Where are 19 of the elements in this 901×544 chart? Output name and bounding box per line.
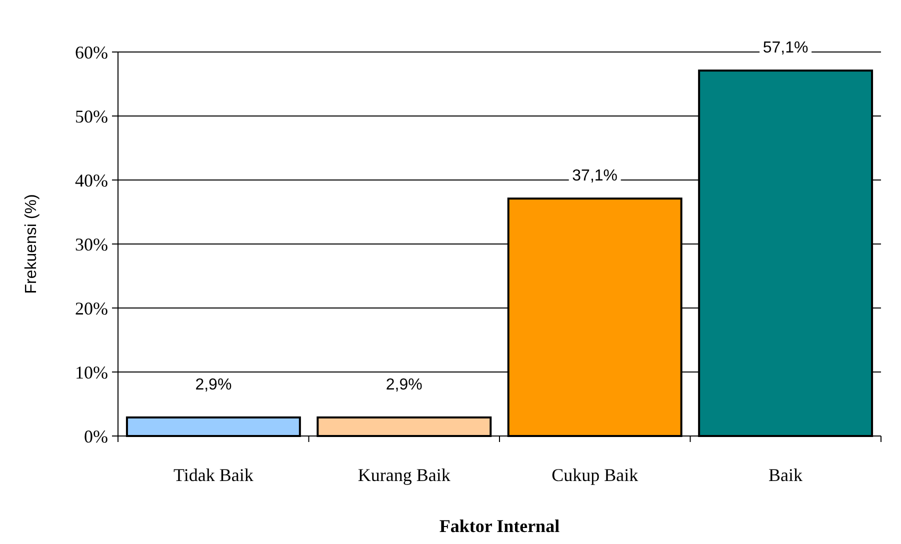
data-label: 37,1% (572, 168, 618, 185)
bar (126, 416, 301, 437)
x-tick-label: Baik (768, 465, 803, 485)
y-tick-label: 20% (75, 298, 108, 318)
x-tick-label: Tidak Baik (174, 465, 254, 485)
data-label: 2,9% (195, 376, 232, 394)
x-tick-label: Kurang Baik (358, 465, 450, 485)
y-tick-label: 40% (75, 170, 108, 190)
data-label: 2,9% (386, 376, 422, 394)
x-tick-label: Cukup Baik (552, 465, 638, 485)
bar (316, 416, 492, 437)
y-tick-label: 10% (75, 362, 108, 382)
y-tick-label: 30% (75, 234, 108, 254)
y-tick-label: 0% (84, 426, 108, 446)
y-axis-title: Frekuensi (%) (23, 194, 40, 294)
x-axis-title: Faktor Internal (439, 516, 560, 536)
data-label: 57,1% (762, 40, 808, 57)
y-tick-label: 60% (75, 42, 108, 62)
y-tick-label: 50% (75, 106, 108, 126)
